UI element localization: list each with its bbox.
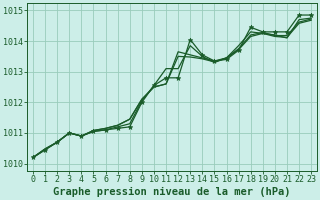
X-axis label: Graphe pression niveau de la mer (hPa): Graphe pression niveau de la mer (hPa) (53, 187, 291, 197)
